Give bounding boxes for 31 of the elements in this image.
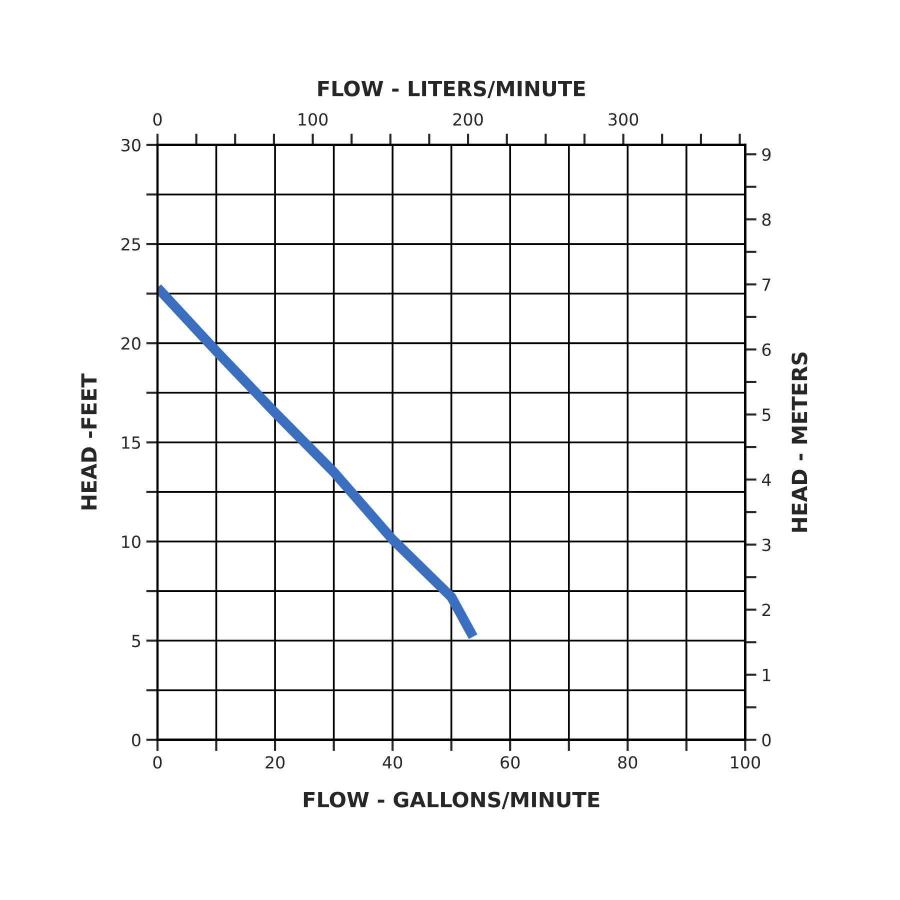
y-tick-label: 0: [132, 734, 140, 746]
y2-tick-label: 6: [762, 343, 771, 356]
x-tick-label: 80: [618, 756, 638, 769]
y-tick-label: 20: [122, 337, 140, 350]
x2-tick-label: 0: [153, 113, 162, 126]
y2-tick-label: 4: [762, 474, 771, 486]
y2-tick-label: 3: [762, 538, 770, 552]
x2-axis-title: FLOW - LITERS/MINUTE: [318, 80, 585, 98]
x-tick-label: 100: [731, 756, 760, 769]
y-tick-label: 25: [122, 238, 140, 251]
y2-tick-label: 9: [762, 148, 771, 161]
x-tick-label: 20: [266, 756, 285, 769]
y-axis-title: HEAD -FEET: [81, 374, 97, 510]
y2-tick-label: 8: [762, 213, 771, 226]
x-axis-title: FLOW - GALLONS/MINUTE: [304, 792, 600, 810]
y-tick-label: 10: [122, 535, 140, 548]
x-tick-label: 60: [500, 756, 520, 769]
x2-tick-label: 100: [298, 113, 328, 126]
y2-tick-label: 1: [763, 668, 770, 682]
y2-tick-label: 7: [762, 278, 770, 291]
x2-tick-label: 300: [608, 113, 638, 126]
y2-tick-label: 0: [762, 734, 771, 746]
x-tick-label: 0: [153, 756, 162, 769]
y-tick-label: 15: [122, 436, 140, 449]
y2-tick-label: 2: [762, 604, 770, 616]
y2-axis-title: HEAD - METERS: [792, 352, 808, 532]
y-tick-label: 30: [122, 138, 140, 152]
x-tick-label: 40: [382, 756, 402, 769]
y-tick-label: 5: [132, 634, 140, 648]
y2-tick-label: 5: [762, 408, 770, 422]
x2-tick-label: 200: [453, 113, 483, 126]
